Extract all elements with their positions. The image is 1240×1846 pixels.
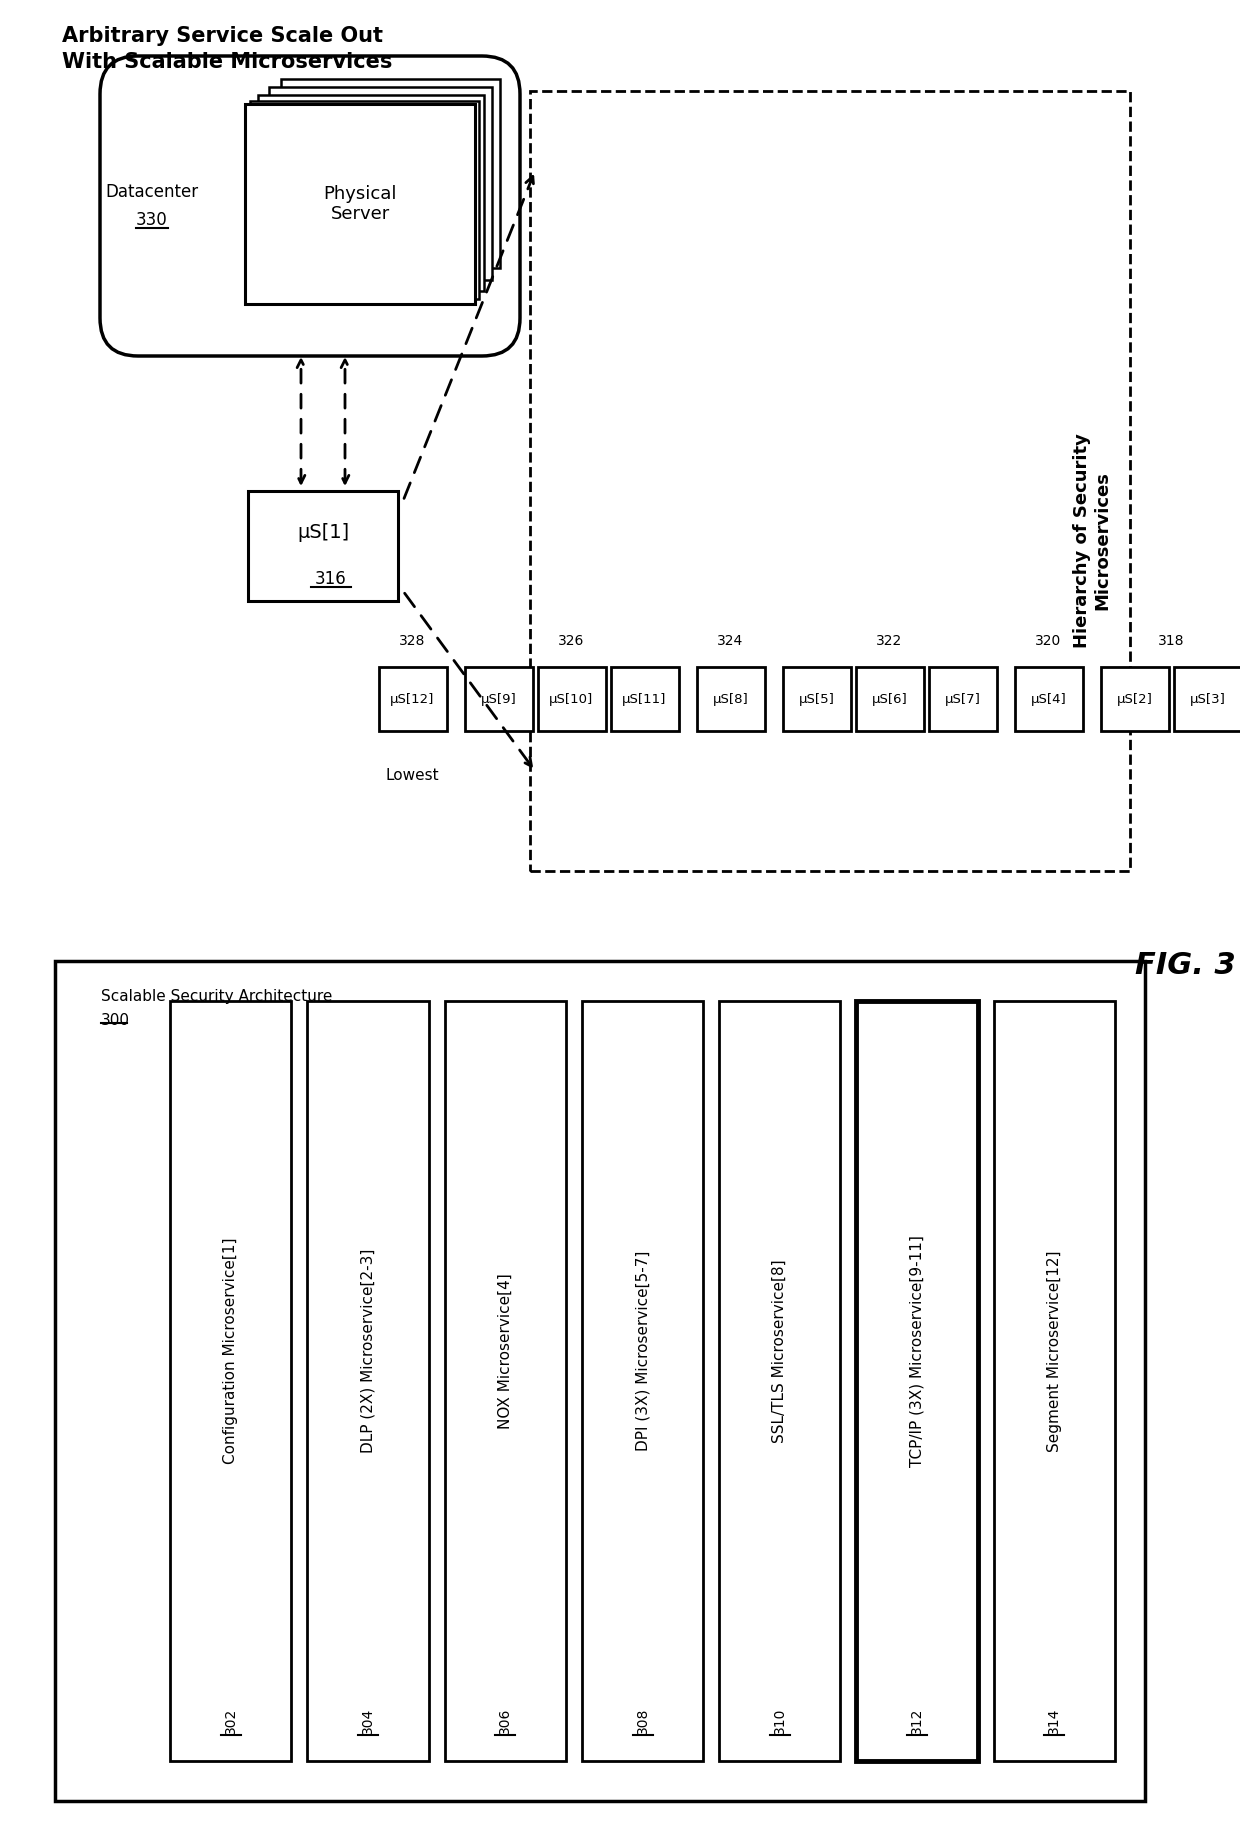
Text: 330: 330 (136, 210, 167, 229)
Bar (610, 666, 678, 731)
Text: Configuration Microservice[1]: Configuration Microservice[1] (223, 1239, 238, 1464)
Text: DLP (2X) Microservice[2-3]: DLP (2X) Microservice[2-3] (361, 1248, 376, 1453)
Text: 324: 324 (718, 633, 744, 648)
Bar (782, 666, 851, 731)
Bar (170, 1001, 291, 1761)
Text: Physical
Server: Physical Server (324, 185, 397, 223)
Bar (308, 1001, 429, 1761)
Bar (378, 666, 446, 731)
Text: 314: 314 (1048, 1708, 1061, 1733)
Bar (258, 94, 484, 292)
Bar (529, 90, 1130, 871)
Bar (929, 666, 997, 731)
Bar (993, 1001, 1115, 1761)
Text: 328: 328 (399, 633, 425, 648)
Bar (465, 666, 532, 731)
Text: μS[11]: μS[11] (622, 692, 667, 705)
Text: SSL/TLS Microservice[8]: SSL/TLS Microservice[8] (773, 1259, 787, 1444)
FancyBboxPatch shape (100, 55, 520, 356)
Text: 306: 306 (498, 1708, 512, 1733)
Bar (1014, 666, 1083, 731)
Text: Hierarchy of Security
Microservices: Hierarchy of Security Microservices (1073, 434, 1111, 648)
Text: μS[5]: μS[5] (799, 692, 835, 705)
Text: μS[12]: μS[12] (391, 692, 435, 705)
Text: μS[8]: μS[8] (713, 692, 749, 705)
Text: 312: 312 (910, 1708, 924, 1733)
Text: 316: 316 (315, 570, 347, 589)
Text: μS[10]: μS[10] (549, 692, 594, 705)
Bar (1101, 666, 1168, 731)
Text: 322: 322 (877, 633, 903, 648)
Text: TCP/IP (3X) Microservice[9-11]: TCP/IP (3X) Microservice[9-11] (910, 1235, 925, 1468)
Bar (445, 1001, 565, 1761)
Bar (856, 666, 924, 731)
Text: μS[2]: μS[2] (1116, 692, 1152, 705)
Text: 302: 302 (223, 1708, 238, 1733)
Bar (857, 1001, 977, 1761)
Bar (250, 100, 479, 299)
Text: 304: 304 (361, 1708, 374, 1733)
Text: Arbitrary Service Scale Out
With Scalable Microservices: Arbitrary Service Scale Out With Scalabl… (62, 26, 392, 72)
Text: μS[6]: μS[6] (872, 692, 908, 705)
Bar (281, 79, 500, 268)
Text: Segment Microservice[12]: Segment Microservice[12] (1047, 1250, 1061, 1451)
Text: FIG. 3: FIG. 3 (1135, 951, 1235, 980)
Text: Scalable Security Architecture: Scalable Security Architecture (100, 989, 332, 1004)
Bar (697, 666, 765, 731)
Bar (55, 962, 1145, 1802)
Text: 318: 318 (1158, 633, 1184, 648)
Text: μS[3]: μS[3] (1189, 692, 1225, 705)
Text: Datacenter: Datacenter (105, 183, 198, 201)
Bar (1173, 666, 1240, 731)
Text: 326: 326 (558, 633, 585, 648)
Text: 308: 308 (635, 1708, 650, 1733)
Bar (246, 103, 475, 305)
Text: DPI (3X) Microservice[5-7]: DPI (3X) Microservice[5-7] (635, 1252, 650, 1451)
Bar (582, 1001, 703, 1761)
Text: μS[4]: μS[4] (1030, 692, 1066, 705)
Bar (719, 1001, 841, 1761)
Text: NOX Microservice[4]: NOX Microservice[4] (497, 1274, 512, 1429)
Bar (248, 491, 398, 602)
Text: 310: 310 (773, 1708, 787, 1733)
Text: 300: 300 (100, 1013, 130, 1028)
Text: μS[1]: μS[1] (296, 522, 350, 543)
Bar (537, 666, 605, 731)
Text: Lowest: Lowest (386, 768, 439, 783)
Text: μS[7]: μS[7] (945, 692, 981, 705)
Bar (269, 87, 492, 281)
Text: 320: 320 (1035, 633, 1061, 648)
Text: μS[9]: μS[9] (481, 692, 516, 705)
